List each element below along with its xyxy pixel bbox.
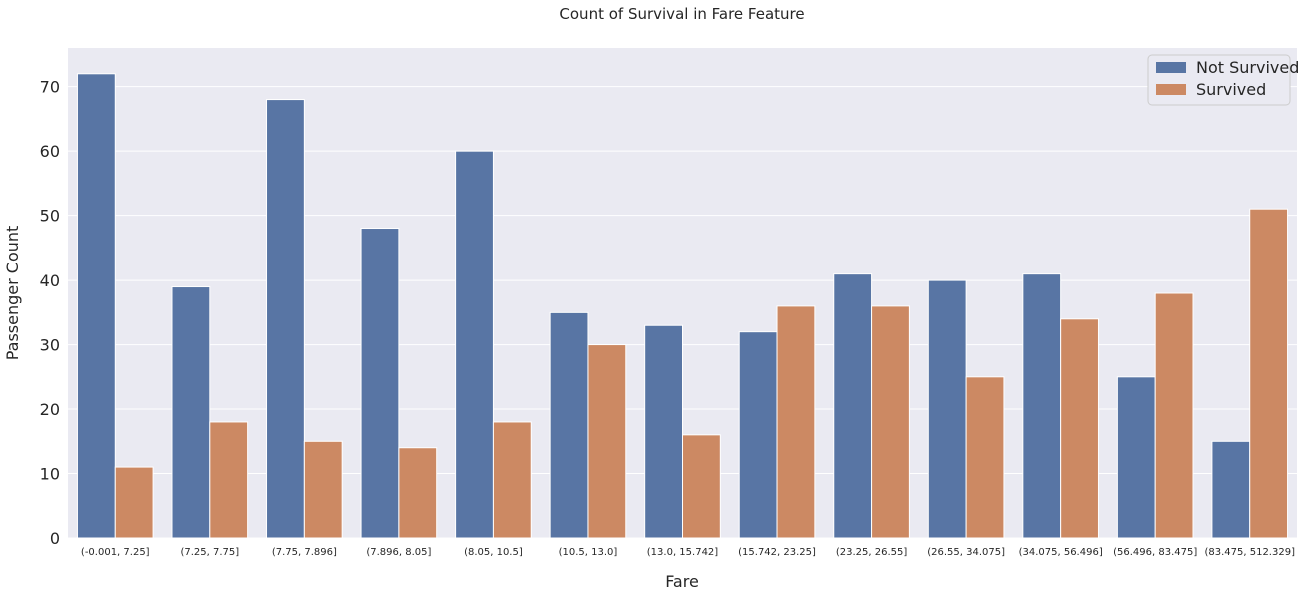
y-tick-label: 70 xyxy=(40,78,60,97)
bar-survived-0 xyxy=(114,466,154,539)
bar-not-survived-0 xyxy=(76,73,116,539)
y-tick-label: 20 xyxy=(40,400,60,419)
x-tick-label: (15.742, 23.25] xyxy=(738,547,816,558)
bar-not-survived-9 xyxy=(927,279,967,539)
bar-survived-7 xyxy=(776,305,816,539)
bar-not-survived-8 xyxy=(833,273,873,539)
y-tick-label: 50 xyxy=(40,207,60,226)
bar-not-survived-6 xyxy=(644,324,684,539)
bar-survived-12 xyxy=(1249,208,1289,539)
legend-label-survived: Survived xyxy=(1196,80,1266,99)
legend-swatch-survived xyxy=(1156,84,1186,95)
legend-swatch-not-survived xyxy=(1156,62,1186,73)
bar-survived-11 xyxy=(1154,292,1194,539)
bar-not-survived-12 xyxy=(1211,440,1251,539)
bar-not-survived-3 xyxy=(360,228,400,539)
x-tick-label: (-0.001, 7.25] xyxy=(81,547,150,558)
x-tick-label: (7.25, 7.75] xyxy=(180,547,239,558)
chart-title: Count of Survival in Fare Feature xyxy=(559,5,804,23)
bar-survived-4 xyxy=(492,421,532,539)
x-tick-label: (7.75, 7.896] xyxy=(272,547,337,558)
bar-not-survived-2 xyxy=(266,99,305,539)
y-tick-label: 40 xyxy=(40,271,60,290)
y-tick-label: 30 xyxy=(40,336,60,355)
bars xyxy=(76,73,1289,539)
x-tick-label: (13.0, 15.742] xyxy=(647,547,719,558)
x-tick-label: (83.475, 512.329] xyxy=(1204,547,1295,558)
bar-not-survived-1 xyxy=(171,286,211,539)
y-tick-label: 0 xyxy=(50,529,60,548)
x-tick-label: (34.075, 56.496] xyxy=(1019,547,1103,558)
y-tick-label: 10 xyxy=(40,465,60,484)
bar-survived-2 xyxy=(303,440,343,539)
x-tick-label: (8.05, 10.5] xyxy=(464,547,523,558)
x-tick-label: (10.5, 13.0] xyxy=(559,547,618,558)
bar-not-survived-4 xyxy=(455,150,494,539)
legend-label-not-survived: Not Survived xyxy=(1196,58,1299,77)
bar-survived-1 xyxy=(209,421,249,539)
bar-survived-10 xyxy=(1060,318,1099,539)
y-tick-label: 60 xyxy=(40,142,60,161)
bar-not-survived-7 xyxy=(738,331,778,539)
x-tick-label: (23.25, 26.55] xyxy=(836,547,908,558)
x-tick-label: (56.496, 83.475] xyxy=(1113,547,1197,558)
legend: Not Survived Survived xyxy=(1147,54,1299,106)
x-tick-label: (7.896, 8.05] xyxy=(366,547,431,558)
bar-survived-5 xyxy=(587,344,627,539)
x-tick-label: (26.55, 34.075] xyxy=(927,547,1005,558)
y-axis-label: Passenger Count xyxy=(3,226,22,361)
bar-survived-6 xyxy=(682,434,721,539)
bar-not-survived-11 xyxy=(1116,376,1156,539)
x-axis-ticks: (-0.001, 7.25] (7.25, 7.75] (7.75, 7.896] (… xyxy=(81,547,1295,558)
bar-survived-9 xyxy=(965,376,1005,539)
bar-not-survived-5 xyxy=(549,311,589,539)
bar-survived-8 xyxy=(871,305,910,539)
bar-survived-3 xyxy=(398,447,438,539)
x-axis-label: Fare xyxy=(665,572,699,591)
y-axis-ticks: 0 10 20 30 40 50 60 70 xyxy=(40,78,60,548)
bar-not-survived-10 xyxy=(1022,273,1062,539)
